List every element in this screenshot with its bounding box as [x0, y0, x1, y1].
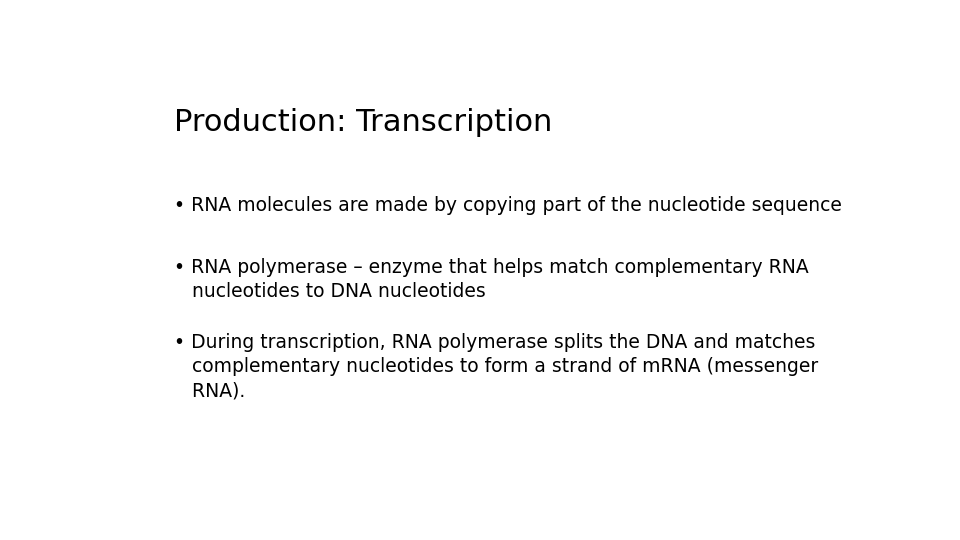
Text: • RNA molecules are made by copying part of the nucleotide sequence: • RNA molecules are made by copying part…	[175, 196, 842, 215]
Text: • During transcription, RNA polymerase splits the DNA and matches
   complementa: • During transcription, RNA polymerase s…	[175, 333, 819, 401]
Text: • RNA polymerase – enzyme that helps match complementary RNA
   nucleotides to D: • RNA polymerase – enzyme that helps mat…	[175, 258, 809, 301]
Text: Production: Transcription: Production: Transcription	[175, 109, 553, 138]
